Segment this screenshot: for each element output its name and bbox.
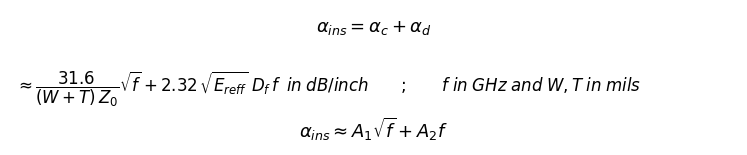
Text: $\approx \dfrac{31.6}{(W+T)\,Z_0}\sqrt{f} + 2.32\,\sqrt{E_{reff}}\;D_f\,f\;\;in\: $\approx \dfrac{31.6}{(W+T)\,Z_0}\sqrt{f… (15, 70, 641, 109)
Text: $\alpha_{ins} = \alpha_c + \alpha_d$: $\alpha_{ins} = \alpha_c + \alpha_d$ (315, 19, 432, 37)
Text: $\alpha_{ins} \approx A_1\sqrt{f} + A_2 f$: $\alpha_{ins} \approx A_1\sqrt{f} + A_2 … (299, 115, 448, 143)
